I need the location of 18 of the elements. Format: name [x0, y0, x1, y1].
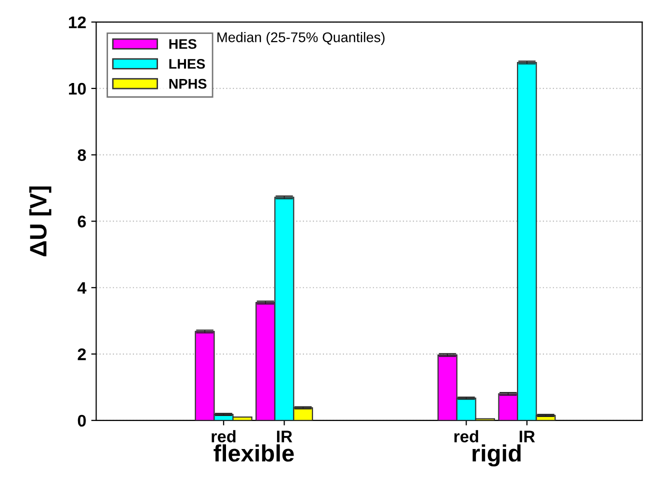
annotation: Median (25-75% Quantiles): [217, 32, 385, 45]
y-tick-label: 10: [68, 82, 86, 95]
text: rigid: [472, 444, 521, 466]
x-tick-label: red: [454, 430, 478, 442]
y-tick-label: 2: [78, 348, 86, 360]
legend-label: HES: [169, 39, 196, 49]
y-tick-label: 6: [78, 216, 86, 228]
text: flexible: [214, 444, 294, 462]
y-tick-label: 0: [78, 414, 86, 427]
y-tick-label: 4: [77, 282, 86, 294]
legend-label: LHES: [169, 58, 205, 69]
y-axis-title: ΔU [V]: [29, 186, 52, 256]
x-tick-label: IR: [277, 430, 292, 442]
y-tick-label: 12: [68, 16, 86, 28]
legend-label: NPHS: [169, 78, 206, 89]
x-tick-label: red: [212, 430, 236, 442]
x-tick-label: IR: [520, 430, 535, 442]
y-tick-label: 8: [78, 149, 86, 162]
